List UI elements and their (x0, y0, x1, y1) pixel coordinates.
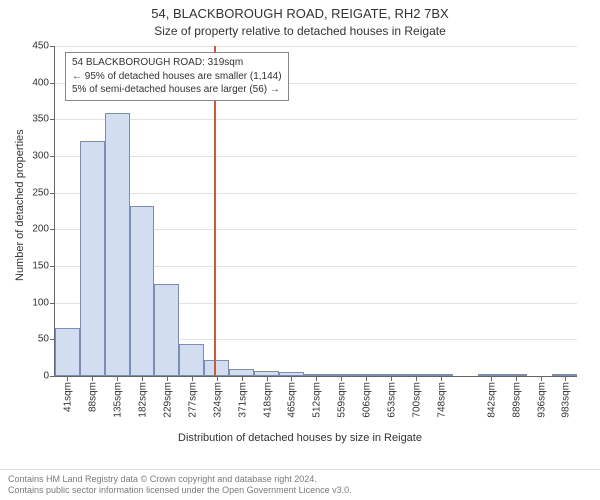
x-tick-mark (167, 376, 168, 381)
x-tick-mark (242, 376, 243, 381)
info-box: 54 BLACKBOROUGH ROAD: 319sqm← 95% of det… (65, 52, 289, 101)
x-tick-label: 983sqm (559, 382, 572, 418)
x-tick-label: 700sqm (409, 382, 422, 418)
x-tick-mark (316, 376, 317, 381)
y-tick-label: 300 (32, 151, 55, 162)
x-tick-label: 465sqm (285, 382, 298, 418)
x-tick-label: 653sqm (384, 382, 397, 418)
histogram-bar (229, 369, 254, 376)
x-tick-mark (291, 376, 292, 381)
x-tick-mark (217, 376, 218, 381)
x-tick-mark (341, 376, 342, 381)
footer-line-1: Contains HM Land Registry data © Crown c… (8, 474, 592, 485)
x-tick-mark (117, 376, 118, 381)
gridline (55, 156, 577, 157)
histogram-bar (179, 344, 204, 376)
x-tick-mark (491, 376, 492, 381)
y-axis-label: Number of detached properties (14, 141, 26, 281)
x-tick-label: 936sqm (534, 382, 547, 418)
x-tick-label: 135sqm (110, 382, 123, 418)
x-tick-mark (142, 376, 143, 381)
y-tick-label: 50 (38, 334, 55, 345)
info-box-line2: ← 95% of detached houses are smaller (1,… (72, 70, 282, 84)
histogram-bar (154, 284, 179, 376)
y-tick-label: 0 (43, 371, 55, 382)
histogram-bar (55, 328, 80, 376)
footer-attribution: Contains HM Land Registry data © Crown c… (0, 469, 600, 500)
x-tick-label: 182sqm (135, 382, 148, 418)
x-tick-mark (516, 376, 517, 381)
x-tick-mark (366, 376, 367, 381)
footer-line-2: Contains public sector information licen… (8, 485, 592, 496)
histogram-bar (204, 360, 229, 376)
y-tick-label: 200 (32, 224, 55, 235)
x-tick-mark (441, 376, 442, 381)
x-tick-mark (416, 376, 417, 381)
chart-subtitle: Size of property relative to detached ho… (0, 24, 600, 38)
gridline (55, 46, 577, 47)
x-tick-mark (267, 376, 268, 381)
x-tick-label: 418sqm (260, 382, 273, 418)
y-tick-label: 350 (32, 114, 55, 125)
info-box-line1: 54 BLACKBOROUGH ROAD: 319sqm (72, 56, 282, 70)
y-tick-label: 150 (32, 261, 55, 272)
y-tick-label: 100 (32, 297, 55, 308)
histogram-bar (80, 141, 105, 376)
x-tick-label: 559sqm (335, 382, 348, 418)
x-tick-mark (565, 376, 566, 381)
histogram-bar (105, 113, 130, 376)
x-tick-label: 748sqm (435, 382, 448, 418)
chart-title: 54, BLACKBOROUGH ROAD, REIGATE, RH2 7BX (0, 6, 600, 21)
page-root: 54, BLACKBOROUGH ROAD, REIGATE, RH2 7BX … (0, 0, 600, 500)
x-tick-label: 512sqm (310, 382, 323, 418)
x-tick-mark (541, 376, 542, 381)
x-tick-mark (391, 376, 392, 381)
x-tick-mark (92, 376, 93, 381)
y-tick-label: 400 (32, 77, 55, 88)
x-axis-label: Distribution of detached houses by size … (0, 432, 600, 444)
x-tick-label: 277sqm (185, 382, 198, 418)
x-tick-label: 606sqm (359, 382, 372, 418)
x-tick-label: 842sqm (484, 382, 497, 418)
x-tick-label: 88sqm (86, 382, 99, 412)
y-tick-label: 450 (32, 41, 55, 52)
x-tick-label: 371sqm (235, 382, 248, 418)
y-tick-label: 250 (32, 187, 55, 198)
x-tick-mark (192, 376, 193, 381)
x-tick-mark (67, 376, 68, 381)
histogram-bar (130, 206, 155, 376)
gridline (55, 119, 577, 120)
gridline (55, 193, 577, 194)
histogram-plot: 05010015020025030035040045041sqm88sqm135… (54, 46, 577, 377)
x-tick-label: 41sqm (61, 382, 74, 412)
info-box-line3: 5% of semi-detached houses are larger (5… (72, 83, 282, 97)
x-tick-label: 324sqm (210, 382, 223, 418)
x-tick-label: 229sqm (160, 382, 173, 418)
x-tick-label: 889sqm (509, 382, 522, 418)
